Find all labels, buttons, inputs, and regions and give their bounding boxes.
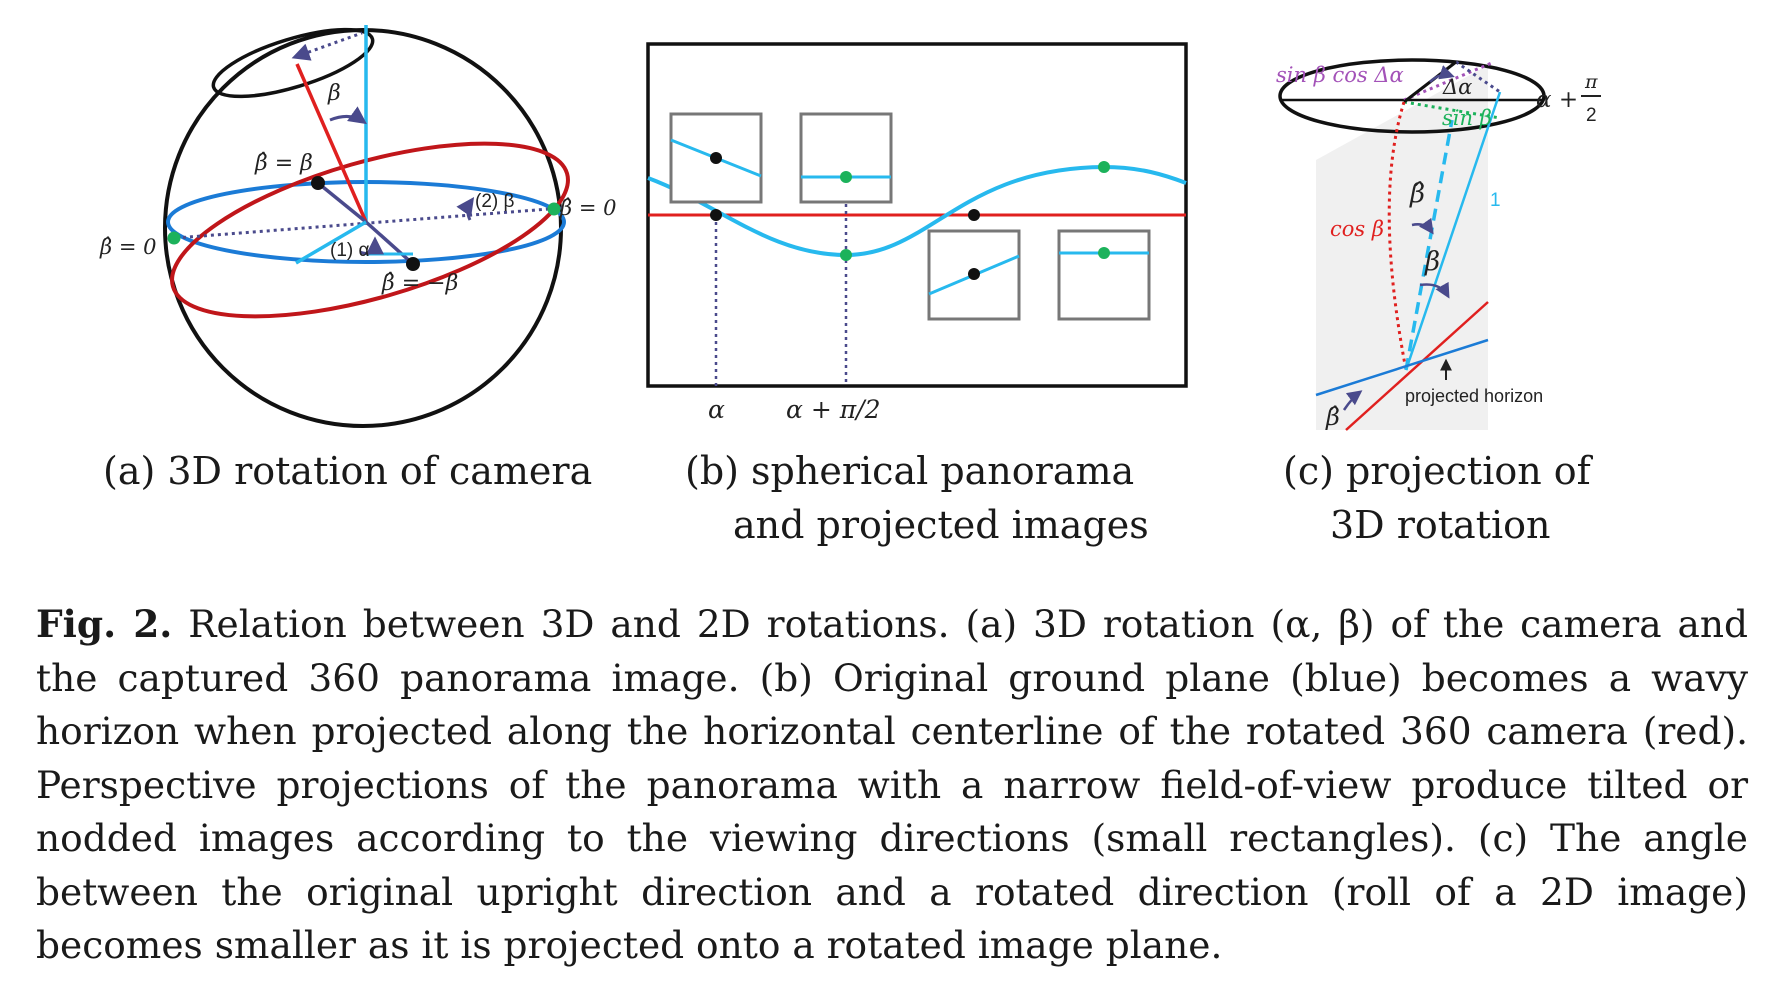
- label-two: 2: [1586, 105, 1597, 126]
- cos-beta-curve: [1387, 101, 1408, 371]
- unit-vector-cyan: [1404, 91, 1502, 371]
- view-rect-4-dot: [1098, 247, 1110, 259]
- point-b-2: [840, 249, 852, 261]
- label-beta-a: β: [327, 81, 341, 106]
- top-dotted-arc: [291, 31, 363, 61]
- cyan-diag-a: [295, 220, 367, 265]
- label-betahat-zero-left: β̂ = 0: [99, 235, 156, 259]
- rotated-axis-red: [295, 63, 368, 223]
- view-rect-4: [1057, 229, 1151, 321]
- label-betahat-zero-right: β̂ = 0: [559, 196, 616, 220]
- label-dalpha: Δα: [1442, 75, 1472, 99]
- point-zero-left: [167, 231, 181, 245]
- view-rect-1-dot: [710, 152, 722, 164]
- red-horizon-c: [1345, 301, 1489, 431]
- view-rect-2: [799, 112, 893, 204]
- rotated-equator-red: [170, 141, 570, 319]
- beta-arc-a: [329, 106, 367, 125]
- betahat-bottom-arc: [1342, 390, 1363, 411]
- purple-dotted: [1403, 60, 1495, 102]
- label-pi: π: [1584, 71, 1598, 93]
- label-one: 1: [1490, 190, 1501, 211]
- label-betahat-bottom: β̂: [1325, 403, 1340, 431]
- vector-to-negbeta: [364, 220, 415, 266]
- caption-c-line1: (c) projection of: [1283, 449, 1594, 493]
- axis-label-alpha: α: [708, 395, 725, 424]
- label-projected-horizon: projected horizon: [1405, 386, 1543, 406]
- panel-b-panorama: α α + π/2 (b) spherical panorama and pro…: [646, 42, 1188, 547]
- caption-b-line1: (b) spherical panorama: [685, 449, 1134, 493]
- caption-c-line2: 3D rotation: [1330, 503, 1550, 547]
- view-rect-3-dot: [968, 268, 980, 280]
- point-beta: [311, 176, 325, 190]
- view-rect-3: [927, 229, 1021, 321]
- sphere-outline: [163, 28, 563, 428]
- panel-c-projection: sin β cos Δα Δα sin β α + π 2 β̂ cos β 1…: [1276, 58, 1601, 547]
- label-step1: (1) α: [330, 240, 370, 261]
- label-betahat-eq-beta: β̂ = β: [254, 151, 313, 176]
- label-alpha-plus: α +: [1536, 87, 1578, 113]
- caption-b-line2: and projected images: [733, 503, 1149, 547]
- point-zero-right: [547, 202, 561, 216]
- betahat-arc-c: [1411, 217, 1434, 235]
- point-b-3: [968, 209, 980, 221]
- label-step2: (2) β: [475, 191, 515, 212]
- navy-dotted-c: [1455, 60, 1501, 94]
- beta-arc-c: [1419, 281, 1450, 299]
- betahat-dashed: [1404, 119, 1454, 371]
- figure-label: Fig. 2.: [36, 602, 173, 646]
- label-sinb: sin β: [1442, 106, 1492, 130]
- label-betahat-c: β̂: [1409, 179, 1425, 209]
- dalpha-arc: [1429, 65, 1455, 83]
- figure-caption-text: Relation between 3D and 2D rotations. (a…: [36, 602, 1748, 967]
- figure-caption: Fig. 2. Relation between 3D and 2D rotat…: [36, 598, 1748, 973]
- axis-label-alpha-pi2: α + π/2: [786, 395, 880, 424]
- blue-horizon-c: [1315, 338, 1489, 397]
- label-sinb-cosda: sin β cos Δα: [1276, 63, 1404, 87]
- wavy-horizon: [647, 164, 1187, 258]
- point-negbeta: [406, 257, 420, 271]
- caption-a: (a) 3D rotation of camera: [103, 449, 592, 493]
- point-b-1: [710, 209, 722, 221]
- label-cosb: cos β: [1330, 217, 1384, 241]
- vector-to-beta: [316, 181, 368, 224]
- alpha-arc-a: [359, 236, 384, 255]
- point-b-4: [1098, 161, 1110, 173]
- top-small-circle: [211, 27, 375, 99]
- view-rect-2-dot: [840, 171, 852, 183]
- top-ellipse-c: [1278, 58, 1546, 134]
- panel-a-sphere-diagram: β β̂ = β β̂ = 0 β̂ = 0 (2) β (1) α β̂ = …: [99, 25, 616, 493]
- label-beta-c: β: [1424, 247, 1440, 277]
- dotted-horizon-a: [175, 206, 563, 240]
- beta2-arc-a: [456, 197, 475, 221]
- green-dotted: [1403, 100, 1501, 120]
- label-betahat-eq-negbeta: β̂ = −β: [381, 271, 458, 296]
